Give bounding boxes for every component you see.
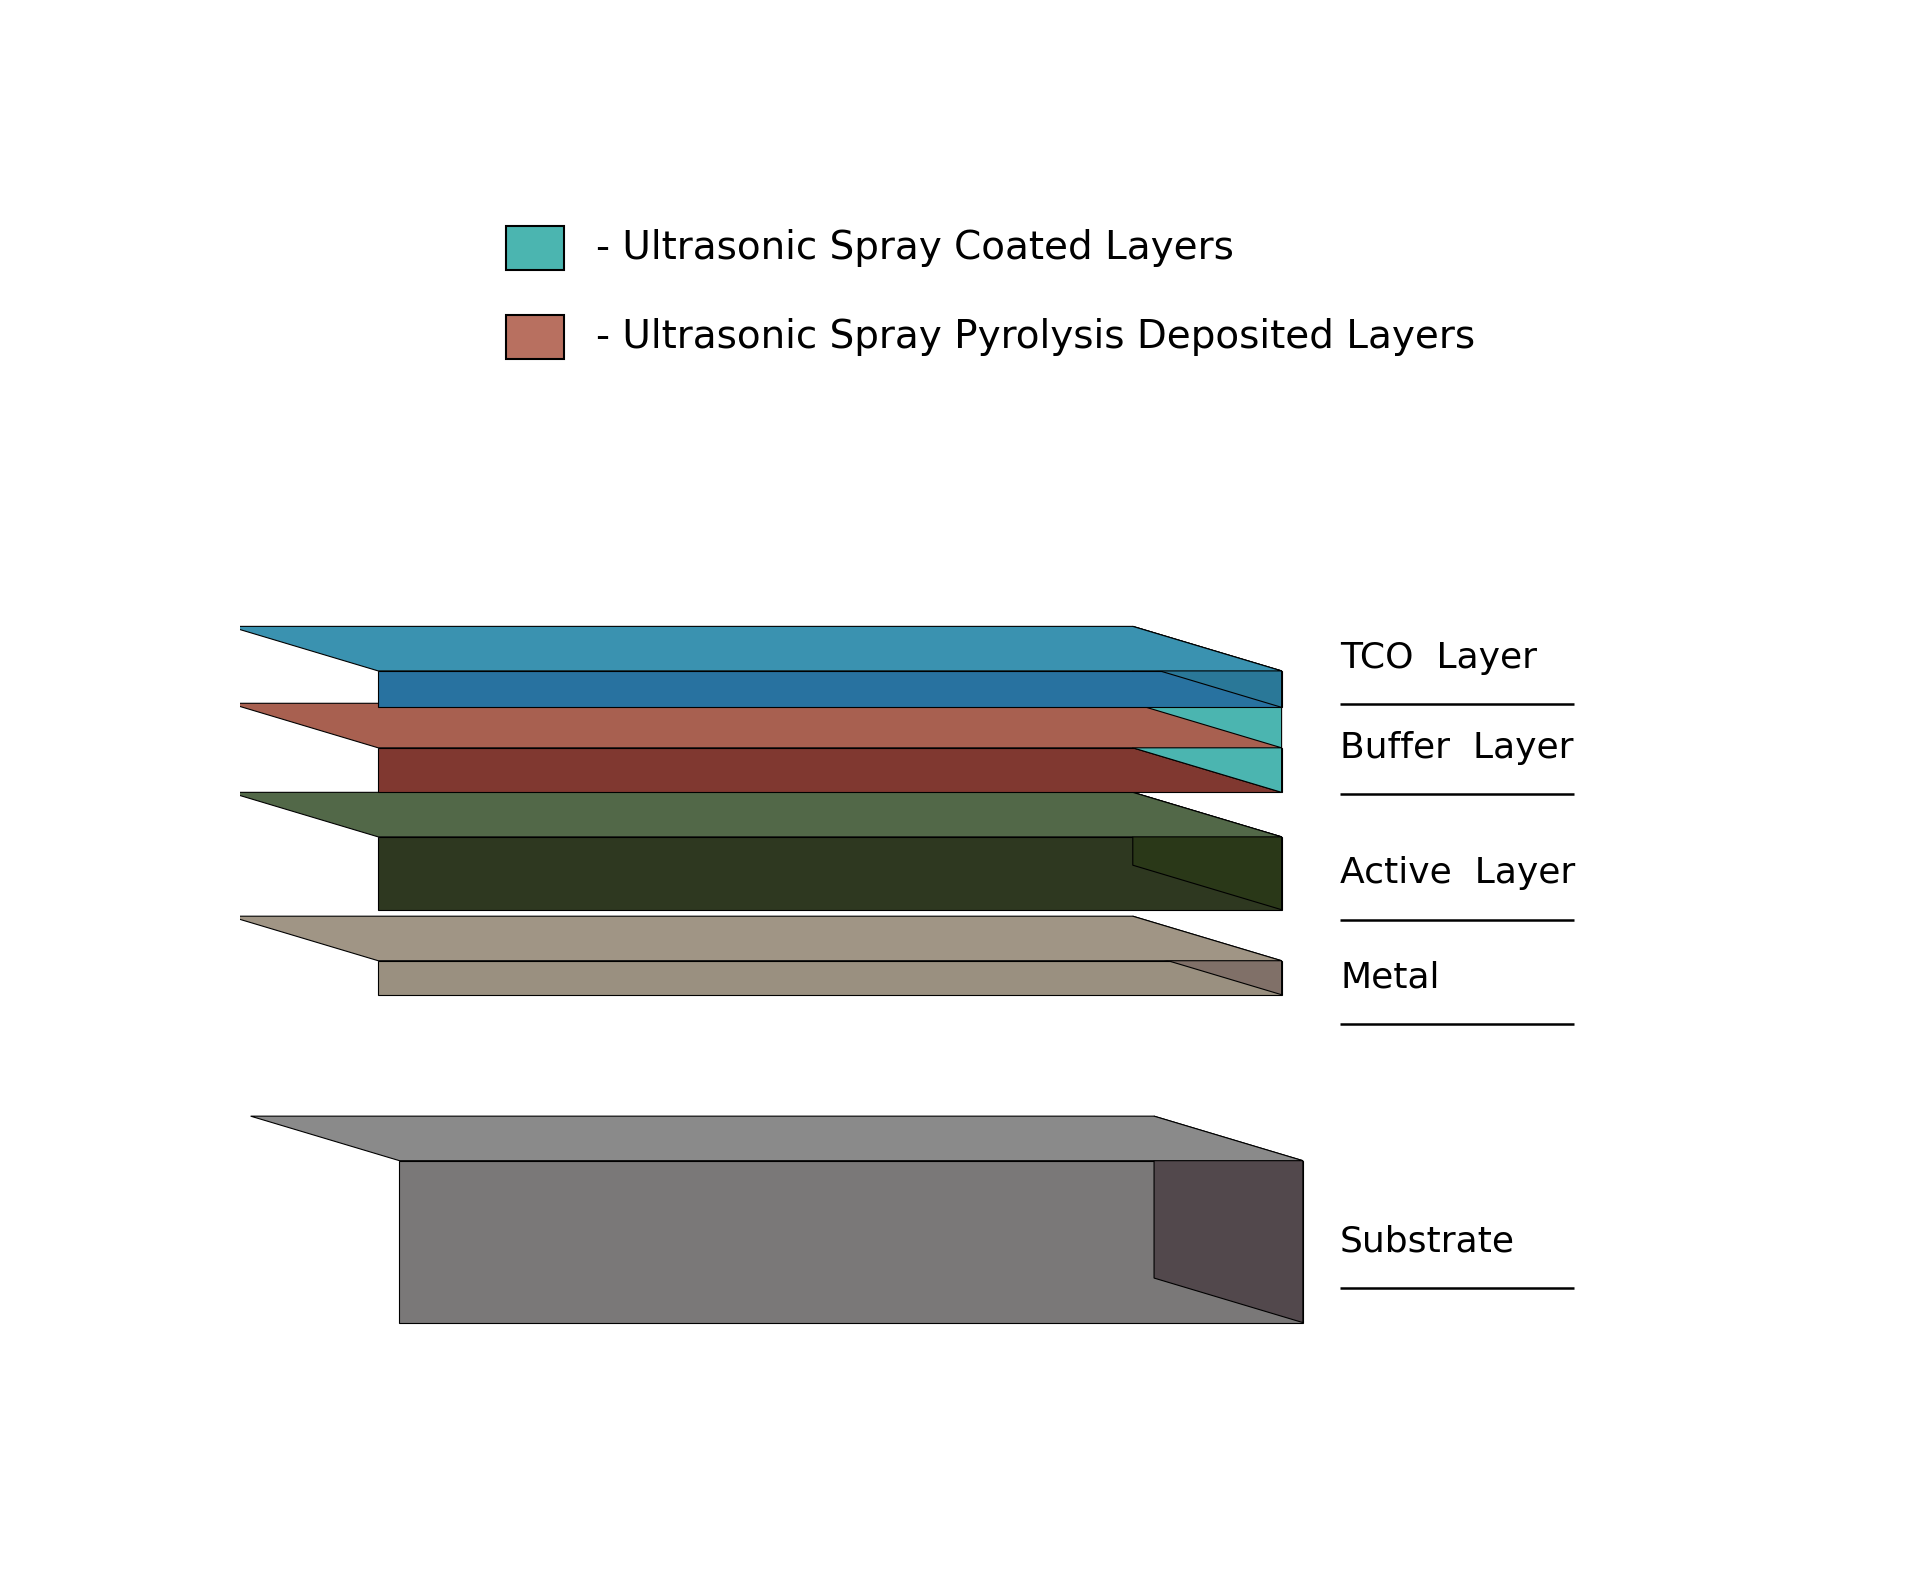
Polygon shape: [1133, 792, 1283, 910]
FancyBboxPatch shape: [505, 315, 564, 360]
Polygon shape: [228, 916, 1283, 960]
Polygon shape: [252, 1117, 1304, 1161]
Text: Substrate: Substrate: [1340, 1225, 1515, 1258]
Polygon shape: [1133, 626, 1283, 792]
Text: Buffer  Layer: Buffer Layer: [1340, 730, 1574, 765]
Polygon shape: [228, 792, 1283, 837]
Polygon shape: [228, 626, 1283, 670]
Text: TCO  Layer: TCO Layer: [1340, 640, 1538, 675]
Polygon shape: [1133, 792, 1283, 910]
Polygon shape: [378, 670, 1283, 708]
Polygon shape: [1133, 626, 1283, 708]
Text: - Ultrasonic Spray Pyrolysis Deposited Layers: - Ultrasonic Spray Pyrolysis Deposited L…: [595, 319, 1475, 356]
Polygon shape: [399, 1161, 1304, 1323]
Polygon shape: [1133, 703, 1283, 792]
Polygon shape: [228, 703, 1283, 747]
Polygon shape: [378, 747, 1283, 792]
Polygon shape: [1154, 1117, 1304, 1323]
Text: - Ultrasonic Spray Coated Layers: - Ultrasonic Spray Coated Layers: [595, 229, 1235, 267]
Polygon shape: [1133, 916, 1283, 995]
Polygon shape: [378, 837, 1283, 910]
FancyBboxPatch shape: [505, 226, 564, 270]
Polygon shape: [378, 960, 1283, 995]
Text: Active  Layer: Active Layer: [1340, 856, 1574, 891]
Text: Metal: Metal: [1340, 960, 1440, 995]
